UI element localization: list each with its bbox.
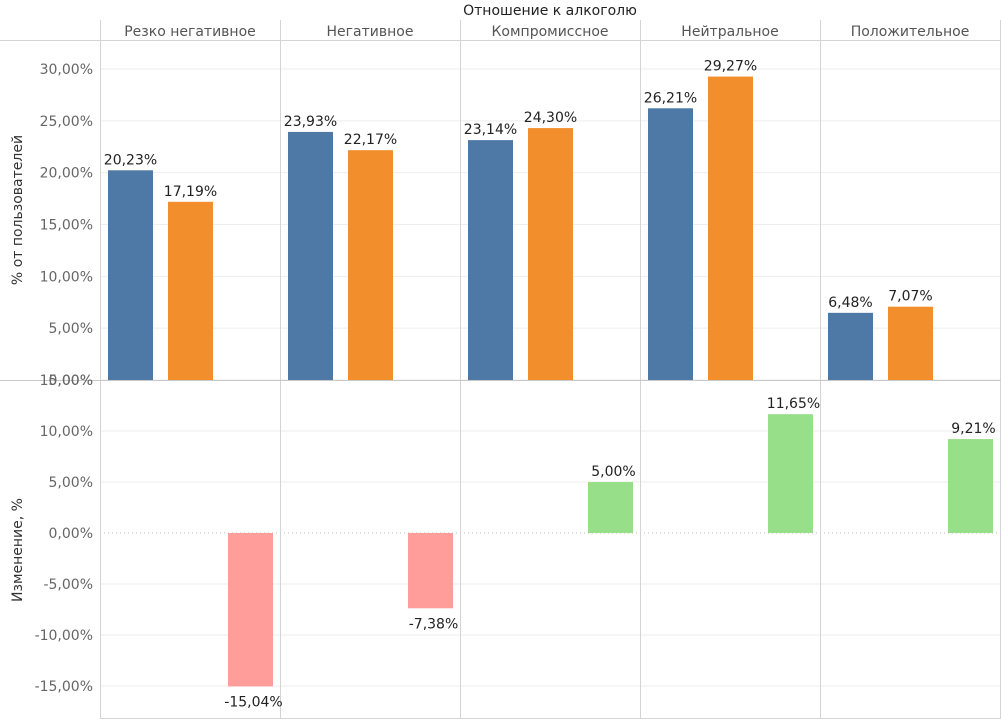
change-value-label: 5,00% [591, 464, 635, 480]
y-axis-title-bottom: Изменение, % [10, 498, 26, 602]
column-header: Положительное [851, 24, 970, 40]
bar-value-label: 6,48% [828, 295, 872, 311]
change-bar [948, 439, 993, 533]
y-axis-ticks: 0,00% 5,00% 10,00% 15,00% 20,00% 25,00% 30,00%… [35, 62, 93, 695]
y-tick-label-bottom: 5,00% [49, 475, 93, 491]
bar-series-1 [828, 312, 873, 380]
bar-value-label: 22,17% [344, 132, 397, 148]
y-tick-label-top: 25,00% [40, 114, 93, 130]
y-tick-label-bottom: 15,00% [40, 373, 93, 389]
bar-value-label: 29,27% [704, 59, 757, 75]
bar-series-2 [168, 201, 213, 380]
change-value-label: 9,21% [951, 421, 995, 437]
y-tick-label-bottom: 10,00% [40, 424, 93, 440]
chart-title: Отношение к алкоголю [463, 3, 637, 19]
column-header: Резко негативное [124, 24, 256, 40]
y-tick-label-top: 0,00% [49, 373, 93, 389]
column-header: Нейтральное [681, 24, 778, 40]
change-value-label: -15,04% [224, 694, 282, 710]
bar-series-2 [528, 128, 573, 380]
data-labels: 20,23% 17,19% 23,93% 22,17% 23,14% 24,30% 26,2… [104, 59, 996, 711]
bar-series-1 [468, 140, 513, 380]
bar-value-label: 26,21% [644, 90, 697, 106]
change-bar [408, 533, 453, 609]
change-bar [588, 482, 633, 533]
bar-series-1 [108, 170, 153, 380]
change-bar [228, 533, 273, 687]
y-tick-label-bottom: -5,00% [43, 577, 93, 593]
bars [108, 76, 993, 687]
bar-value-label: 20,23% [104, 152, 157, 168]
y-tick-label-top: 30,00% [40, 62, 93, 78]
y-tick-label-bottom: -10,00% [35, 628, 93, 644]
y-axis-title-top: % от пользователей [10, 135, 26, 285]
y-tick-label-bottom: -15,00% [35, 679, 93, 695]
column-header: Негативное [327, 24, 414, 40]
bar-series-2 [348, 150, 393, 380]
change-value-label: -7,38% [409, 616, 459, 632]
bar-value-label: 24,30% [524, 110, 577, 126]
bar-series-1 [648, 108, 693, 380]
bar-value-label: 23,93% [284, 114, 337, 130]
column-header: Компромиссное [491, 24, 608, 40]
bar-series-2 [888, 306, 933, 380]
y-tick-label-top: 20,00% [40, 166, 93, 182]
bar-value-label: 17,19% [164, 184, 217, 200]
y-tick-label-bottom: 0,00% [49, 526, 93, 542]
y-tick-label-top: 15,00% [40, 218, 93, 234]
bar-series-1 [288, 131, 333, 380]
bar-value-label: 7,07% [888, 289, 932, 305]
change-value-label: 11,65% [767, 396, 820, 412]
bar-value-label: 23,14% [464, 122, 517, 138]
bar-series-2 [708, 76, 753, 381]
y-tick-label-top: 5,00% [49, 321, 93, 337]
y-tick-label-top: 10,00% [40, 269, 93, 285]
change-bar [768, 414, 813, 533]
column-headers: Резко негативное Негативное Компромиссное Н… [124, 24, 969, 40]
